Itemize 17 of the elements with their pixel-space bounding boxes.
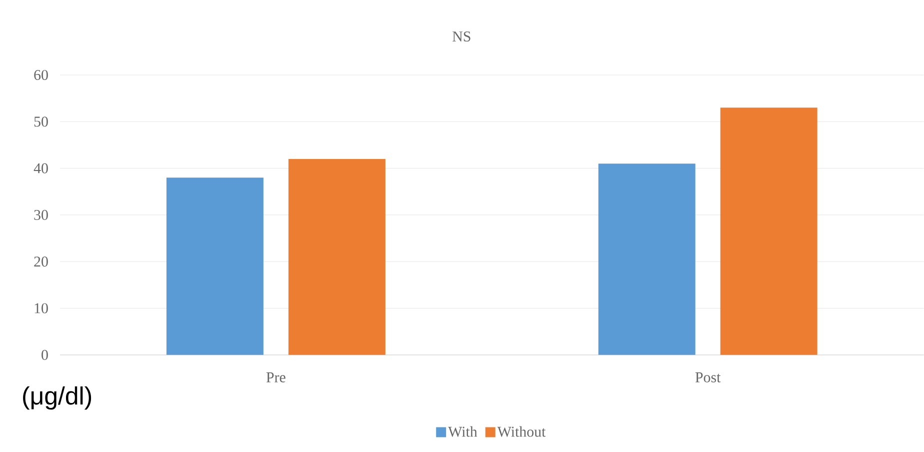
bar bbox=[166, 178, 264, 355]
y-axis-title: (μg/dl) bbox=[23, 386, 92, 410]
x-tick-label: Pre bbox=[266, 372, 286, 382]
y-tick-label: 40 bbox=[34, 163, 48, 174]
y-tick-label: 50 bbox=[34, 116, 48, 127]
bar bbox=[288, 159, 386, 355]
legend-label: Without bbox=[497, 426, 546, 437]
bar bbox=[720, 108, 818, 355]
legend-label: With bbox=[448, 426, 478, 437]
y-tick-label: 30 bbox=[34, 210, 48, 220]
y-tick-label: 10 bbox=[34, 303, 48, 314]
y-tick-label: 0 bbox=[42, 350, 48, 360]
y-tick-label: 20 bbox=[34, 256, 48, 267]
chart-title: NS bbox=[452, 32, 470, 42]
y-tick-label: 60 bbox=[34, 70, 48, 80]
bar bbox=[598, 164, 696, 355]
x-tick-label: Post bbox=[695, 372, 721, 382]
